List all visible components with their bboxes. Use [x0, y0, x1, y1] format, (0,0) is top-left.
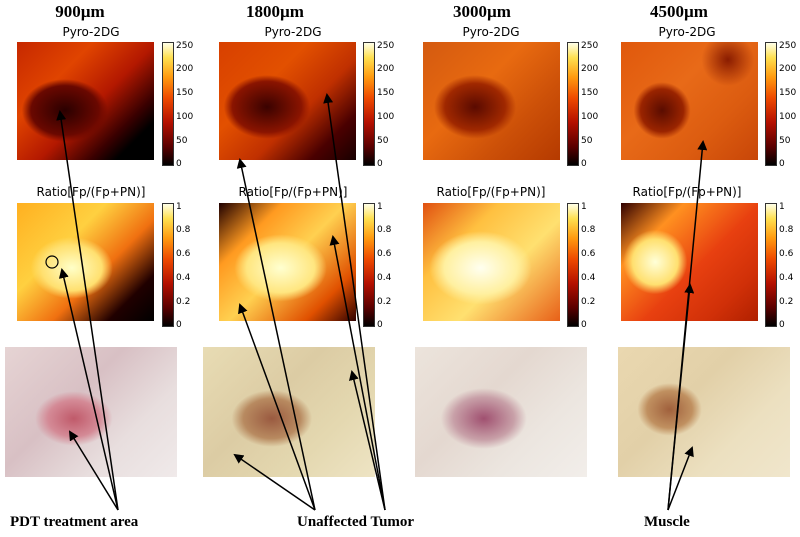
label-pdt-treatment-area: PDT treatment area: [10, 514, 139, 530]
pyro-heatmap-3000: [423, 42, 560, 160]
tumor-arrow-1: [236, 158, 316, 511]
ratio-heatmap-1800: [219, 203, 356, 321]
ratio-heatmap-3000: [423, 203, 560, 321]
pyro-colorbar-3: [567, 42, 579, 166]
ratio-title-4: Ratio[Fp/(Fp+PN)]: [632, 185, 742, 199]
ratio-heatmap-4500: [621, 203, 758, 321]
histology-image-4500: [618, 347, 790, 477]
pdt-arrow-3: [68, 430, 119, 511]
pyro-colorbar-2: [363, 42, 375, 166]
muscle-arrow-3: [667, 446, 694, 511]
pyro-title-3: Pyro-2DG: [462, 25, 520, 39]
ratio-heatmap-900: [17, 203, 154, 321]
tumor-arrow-3: [233, 453, 316, 511]
ratio-colorbar-1: [162, 203, 174, 327]
tumor-arrow-4: [323, 93, 386, 511]
column-title-3000: 3000µm: [453, 2, 511, 21]
pdt-arrow-2: [58, 268, 119, 511]
column-title-4500: 4500µm: [650, 2, 708, 21]
histology-image-3000: [415, 347, 587, 477]
column-title-900: 900µm: [55, 2, 105, 21]
tumor-arrow-6: [348, 370, 386, 511]
ratio-colorbar-3: [567, 203, 579, 327]
roi-circle: [45, 255, 59, 269]
pyro-title-2: Pyro-2DG: [264, 25, 322, 39]
pyro-colorbar-4: [765, 42, 777, 166]
tumor-arrow-5: [329, 235, 386, 511]
muscle-arrow-2: [667, 283, 695, 511]
label-unaffected-tumor: Unaffected Tumor: [297, 514, 415, 530]
ratio-colorbar-4: [765, 203, 777, 327]
ratio-title-2: Ratio[Fp/(Fp+PN)]: [238, 185, 348, 199]
pyro-colorbar-1: [162, 42, 174, 166]
ratio-title-1: Ratio[Fp/(Fp+PN)]: [36, 185, 146, 199]
pyro-heatmap-4500: [621, 42, 758, 160]
pyro-title-4: Pyro-2DG: [658, 25, 716, 39]
pyro-title-1: Pyro-2DG: [62, 25, 120, 39]
histology-image-1800: [203, 347, 375, 477]
pdt-arrow-1: [56, 110, 119, 511]
histology-image-900: [5, 347, 177, 477]
label-muscle: Muscle: [644, 514, 690, 530]
ratio-colorbar-2: [363, 203, 375, 327]
column-title-1800: 1800µm: [246, 2, 304, 21]
ratio-title-3: Ratio[Fp/(Fp+PN)]: [436, 185, 546, 199]
tumor-arrow-2: [238, 303, 316, 511]
pyro-heatmap-900: [17, 42, 154, 160]
